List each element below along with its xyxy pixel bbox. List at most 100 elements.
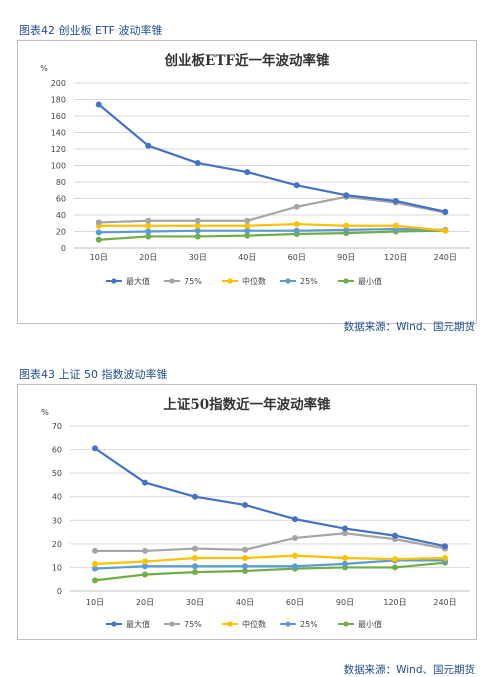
legend-swatch-marker [169, 621, 175, 627]
data-point [292, 563, 298, 570]
data-point [342, 555, 348, 561]
chart-container-2: 上证50指数近一年波动率锥% 0 10 20 30 40 50 60 70 10日 20日 30日 40… [17, 384, 477, 640]
data-point [242, 555, 248, 561]
legend-item: 最大值 [106, 276, 150, 286]
y-tick-label: 120 [51, 145, 66, 154]
data-point [342, 560, 348, 567]
legend-item: 中位数 [222, 276, 266, 286]
data-point [242, 501, 248, 508]
series-line-4 [94, 561, 446, 582]
data-point [293, 182, 300, 189]
data-point [293, 203, 300, 210]
data-point [92, 445, 98, 452]
data-point [92, 577, 98, 584]
data-point [142, 563, 148, 570]
data-point [342, 530, 348, 537]
data-point [142, 558, 148, 565]
chart-title: 创业板ETF近一年波动率锥 [164, 52, 330, 69]
legend-item: 75% [164, 620, 202, 629]
legend-swatch-marker [285, 621, 291, 627]
data-point [145, 228, 152, 235]
volatility-cone-chart-1: 创业板ETF近一年波动率锥% 0 20 40 60 80 100 120 140 160 180 20… [40, 52, 470, 286]
data-point [192, 545, 198, 552]
data-point [192, 563, 198, 570]
data-point [192, 493, 198, 500]
source-note-1: 数据来源：Wind、国元期货 [343, 321, 475, 333]
data-point [145, 222, 152, 229]
legend-item: 75% [164, 277, 202, 286]
x-tick-label: 30日 [189, 253, 207, 262]
figure-caption-2: 图表43 上证 50 指数波动率锥 [19, 368, 168, 381]
y-tick-label: 30 [52, 516, 62, 525]
y-axis-unit: % [40, 64, 48, 73]
y-tick-label: 20 [52, 540, 62, 549]
y-tick-label: 60 [52, 446, 62, 455]
legend-label: 25% [300, 620, 318, 629]
data-point [343, 222, 350, 229]
x-tick-label: 90日 [337, 253, 355, 262]
y-tick-label: 200 [51, 79, 66, 88]
legend-label: 最大值 [126, 619, 150, 629]
legend-label: 最大值 [126, 276, 150, 286]
data-point [392, 564, 398, 571]
x-tick-label: 40日 [236, 598, 254, 607]
data-point [244, 169, 251, 176]
series-line-3 [98, 227, 446, 234]
data-point [194, 217, 201, 224]
data-point [244, 217, 251, 224]
y-tick-label: 60 [56, 195, 66, 204]
x-tick-label: 40日 [238, 253, 256, 262]
figure-caption-1: 图表42 创业板 ETF 波动率锥 [19, 24, 163, 37]
y-tick-label: 40 [52, 493, 62, 502]
y-tick-label: 80 [56, 178, 66, 187]
legend-swatch-marker [227, 278, 233, 284]
series-line-0 [94, 447, 446, 548]
y-tick-label: 0 [61, 244, 66, 253]
data-point [145, 142, 152, 149]
data-point [392, 556, 398, 563]
legend-label: 中位数 [242, 619, 266, 629]
y-tick-label: 20 [56, 228, 66, 237]
legend-label: 最小值 [358, 276, 382, 286]
data-point [392, 532, 398, 539]
data-point [442, 227, 449, 234]
data-point [343, 226, 350, 233]
data-point [194, 233, 201, 240]
x-tick-label: 240日 [433, 598, 456, 607]
data-point [242, 563, 248, 570]
y-tick-label: 0 [57, 587, 62, 596]
data-point [292, 516, 298, 523]
legend-item: 最大值 [106, 619, 150, 629]
legend-label: 最小值 [358, 619, 382, 629]
legend-item: 中位数 [222, 619, 266, 629]
legend-label: 25% [300, 277, 318, 286]
data-point [194, 160, 201, 167]
chart-title: 上证50指数近一年波动率锥 [163, 396, 331, 413]
data-point [242, 567, 248, 574]
x-tick-label: 10日 [90, 253, 108, 262]
data-point [242, 546, 248, 553]
data-point [292, 534, 298, 541]
x-tick-label: 90日 [336, 598, 354, 607]
legend-label: 75% [184, 620, 202, 629]
source-note-2: 数据来源：Wind、国元期货 [343, 664, 475, 676]
data-point [95, 236, 102, 243]
x-tick-label: 120日 [383, 598, 406, 607]
legend-item: 25% [280, 620, 318, 629]
data-point [442, 208, 449, 215]
volatility-cone-chart-2: 上证50指数近一年波动率锥% 0 10 20 30 40 50 60 70 10日 20日 30日 40… [41, 396, 470, 629]
x-tick-label: 20日 [136, 598, 154, 607]
legend-swatch-marker [285, 278, 291, 284]
series-line-1 [98, 195, 446, 224]
x-tick-label: 20日 [139, 253, 157, 262]
data-point [192, 555, 198, 561]
data-point [293, 221, 300, 228]
data-point [442, 543, 448, 550]
series-line-1 [95, 532, 446, 553]
legend-swatch-marker [343, 621, 349, 627]
series-line-3 [94, 559, 445, 570]
x-tick-label: 240日 [434, 253, 457, 262]
data-point [342, 525, 348, 532]
data-point [293, 227, 300, 234]
data-point [392, 197, 399, 204]
